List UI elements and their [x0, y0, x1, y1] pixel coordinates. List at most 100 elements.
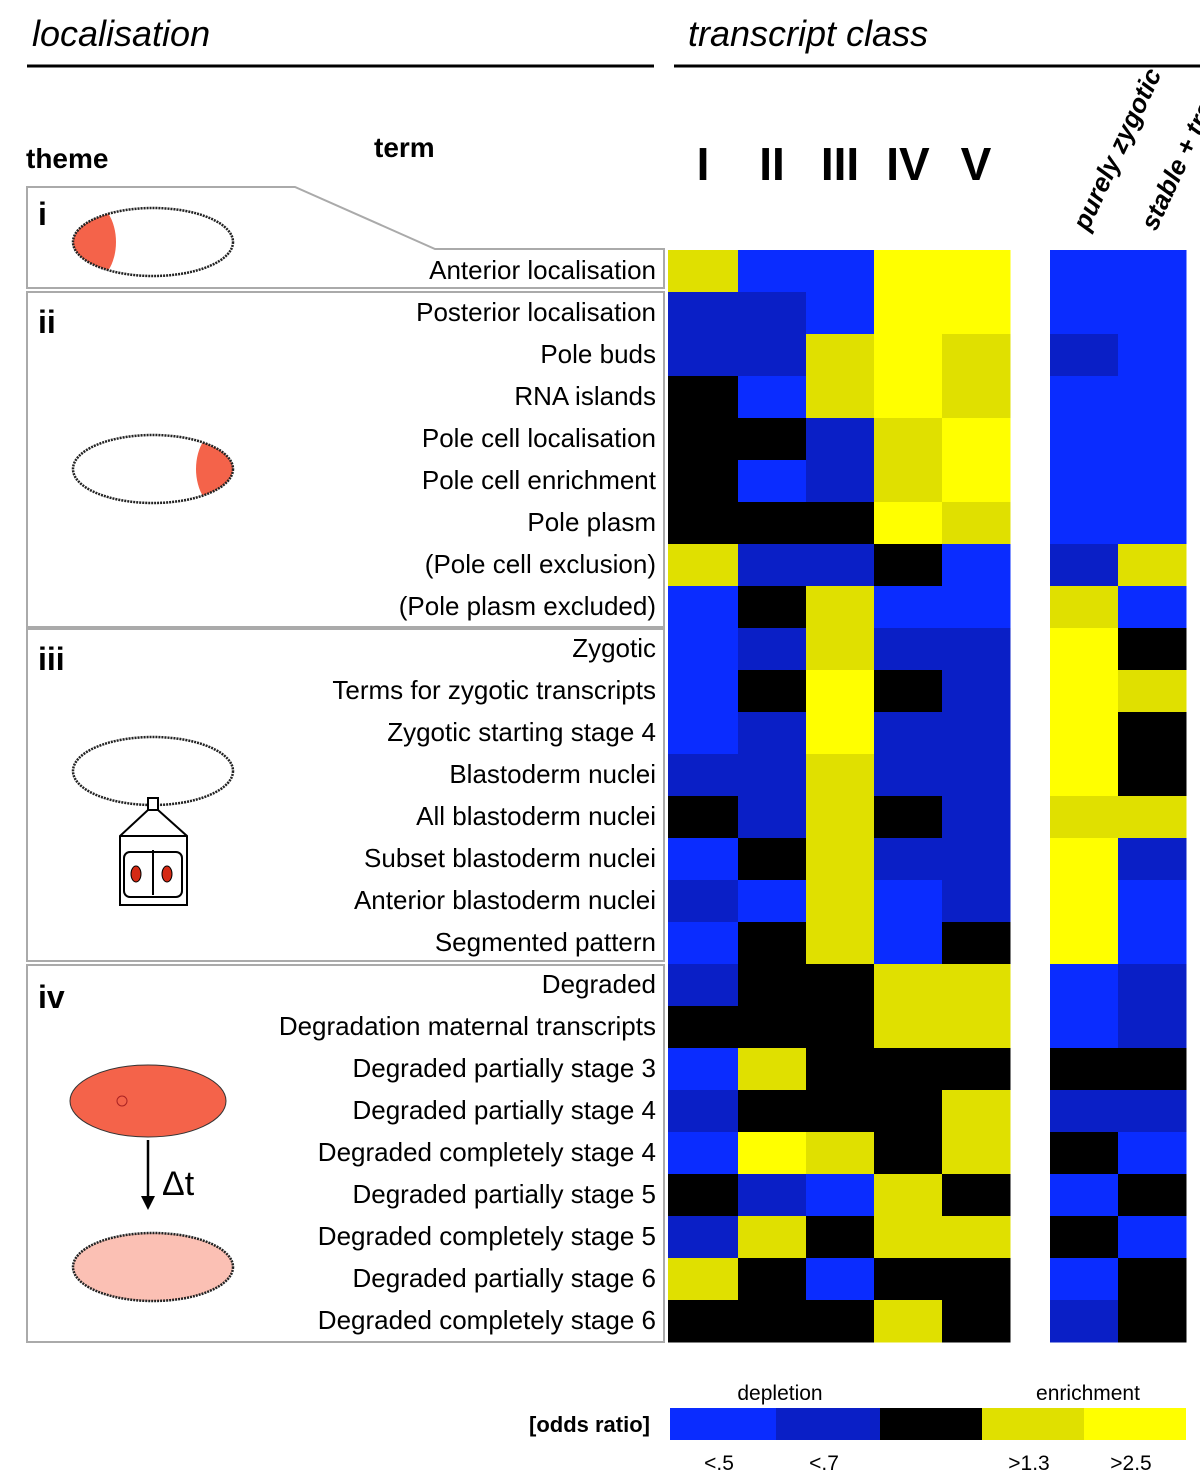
heatmap-cell — [1050, 586, 1119, 629]
heatmap-cell — [942, 1300, 1011, 1343]
term-label: Degraded — [542, 969, 656, 999]
heatmap-cell — [738, 1006, 807, 1049]
heatmap-cell — [1050, 880, 1119, 923]
heatmap-cell — [806, 1258, 875, 1301]
heatmap-cell — [1118, 292, 1187, 335]
heatmap-cell — [738, 1258, 807, 1301]
heatmap-cell — [942, 1132, 1011, 1175]
heatmap-cell — [738, 880, 807, 923]
class-title: transcript class — [688, 13, 928, 54]
heatmap-cell — [806, 964, 875, 1007]
heatmap-cell — [806, 502, 875, 545]
heatmap-cell — [1118, 880, 1187, 923]
heatmap-cell — [942, 250, 1011, 293]
heatmap-cell — [1050, 1132, 1119, 1175]
heatmap-cell — [874, 1216, 943, 1259]
heatmap-cell — [668, 544, 739, 587]
heatmap-cell — [942, 628, 1011, 671]
heatmap-cell — [1050, 1048, 1119, 1091]
heatmap-cell — [942, 376, 1011, 419]
term-label: Zygotic starting stage 4 — [387, 717, 656, 747]
heatmap-cell — [668, 502, 739, 545]
heatmap-cell — [942, 502, 1011, 545]
term-label: (Pole cell exclusion) — [425, 549, 656, 579]
heatmap-cell — [806, 670, 875, 713]
heatmap-cell — [874, 250, 943, 293]
heatmap-cell — [874, 964, 943, 1007]
heatmap-cell — [806, 712, 875, 755]
heatmap-cell — [668, 964, 739, 1007]
term-label: Segmented pattern — [435, 927, 656, 957]
heatmap-cell — [1118, 334, 1187, 377]
heatmap-cell — [738, 1174, 807, 1217]
heatmap-cell — [806, 418, 875, 461]
heatmap-cell — [1050, 1258, 1119, 1301]
heatmap-cell — [874, 1174, 943, 1217]
heatmap-cell — [668, 292, 739, 335]
heatmap-cell — [806, 460, 875, 503]
heatmap-cell — [1050, 376, 1119, 419]
heatmap-cell — [738, 292, 807, 335]
legend-swatch — [982, 1408, 1084, 1440]
heatmap-cell — [1050, 1216, 1119, 1259]
term-label: Degraded completely stage 4 — [318, 1137, 656, 1167]
heatmap-cell — [668, 1258, 739, 1301]
heatmap-cell — [1118, 1258, 1187, 1301]
heatmap-cell — [942, 334, 1011, 377]
theme-label: ii — [38, 304, 56, 340]
term-label: Posterior localisation — [416, 297, 656, 327]
term-label: Pole cell enrichment — [422, 465, 657, 495]
heatmap-cell — [738, 1132, 807, 1175]
heatmap-cell — [738, 712, 807, 755]
heatmap-cell — [668, 754, 739, 797]
heatmap-cell — [1118, 1216, 1187, 1259]
term-label: (Pole plasm excluded) — [399, 591, 656, 621]
term-label: Degraded partially stage 3 — [352, 1053, 656, 1083]
heatmap-cell — [1050, 964, 1119, 1007]
heatmap-cell — [1118, 838, 1187, 881]
heatmap-cell — [738, 1216, 807, 1259]
heatmap-cell — [942, 754, 1011, 797]
heatmap-cell — [1118, 1006, 1187, 1049]
heatmap-cell — [1118, 1048, 1187, 1091]
heatmap-cell — [874, 1300, 943, 1343]
heatmap-cell — [1118, 250, 1187, 293]
heatmap-cell — [1118, 376, 1187, 419]
heatmap-cell — [668, 838, 739, 881]
heatmap-cell — [942, 292, 1011, 335]
heatmap-cell — [1118, 754, 1187, 797]
heatmap-cell — [668, 1132, 739, 1175]
heatmap-cell — [738, 460, 807, 503]
delta-label: Δt — [162, 1165, 195, 1203]
heatmap-cell — [874, 712, 943, 755]
term-label: All blastoderm nuclei — [416, 801, 656, 831]
heatmap-cell — [942, 1048, 1011, 1091]
embryo-blastoderm — [71, 735, 235, 906]
heatmap-cell — [1118, 922, 1187, 965]
term-label: Degradation maternal transcripts — [279, 1011, 656, 1041]
heatmap-cell — [668, 376, 739, 419]
heatmap-cell — [806, 838, 875, 881]
legend-label: >1.3 — [1008, 1452, 1049, 1475]
heatmap-cell — [738, 502, 807, 545]
legend-swatch — [880, 1408, 982, 1440]
heatmap-cell — [738, 334, 807, 377]
heatmap-cell — [874, 796, 943, 839]
embryo-degradation — [69, 1064, 235, 1303]
heatmap-cell — [668, 1006, 739, 1049]
heatmap-cell — [806, 1090, 875, 1133]
heatmap-cell — [1050, 1300, 1119, 1343]
term-label: Degraded partially stage 5 — [352, 1179, 656, 1209]
heatmap-cell — [668, 670, 739, 713]
heatmap-cell — [806, 796, 875, 839]
heatmap-cell — [1118, 1174, 1187, 1217]
heatmap-cell — [942, 670, 1011, 713]
theme-label: iii — [38, 641, 65, 677]
heatmap-cell — [668, 334, 739, 377]
heatmap-cell — [668, 418, 739, 461]
heatmap-cell — [874, 922, 943, 965]
heatmap-cell — [668, 460, 739, 503]
heatmap-cell — [738, 628, 807, 671]
heatmap-cell — [1050, 250, 1119, 293]
heatmap-cell — [668, 1216, 739, 1259]
